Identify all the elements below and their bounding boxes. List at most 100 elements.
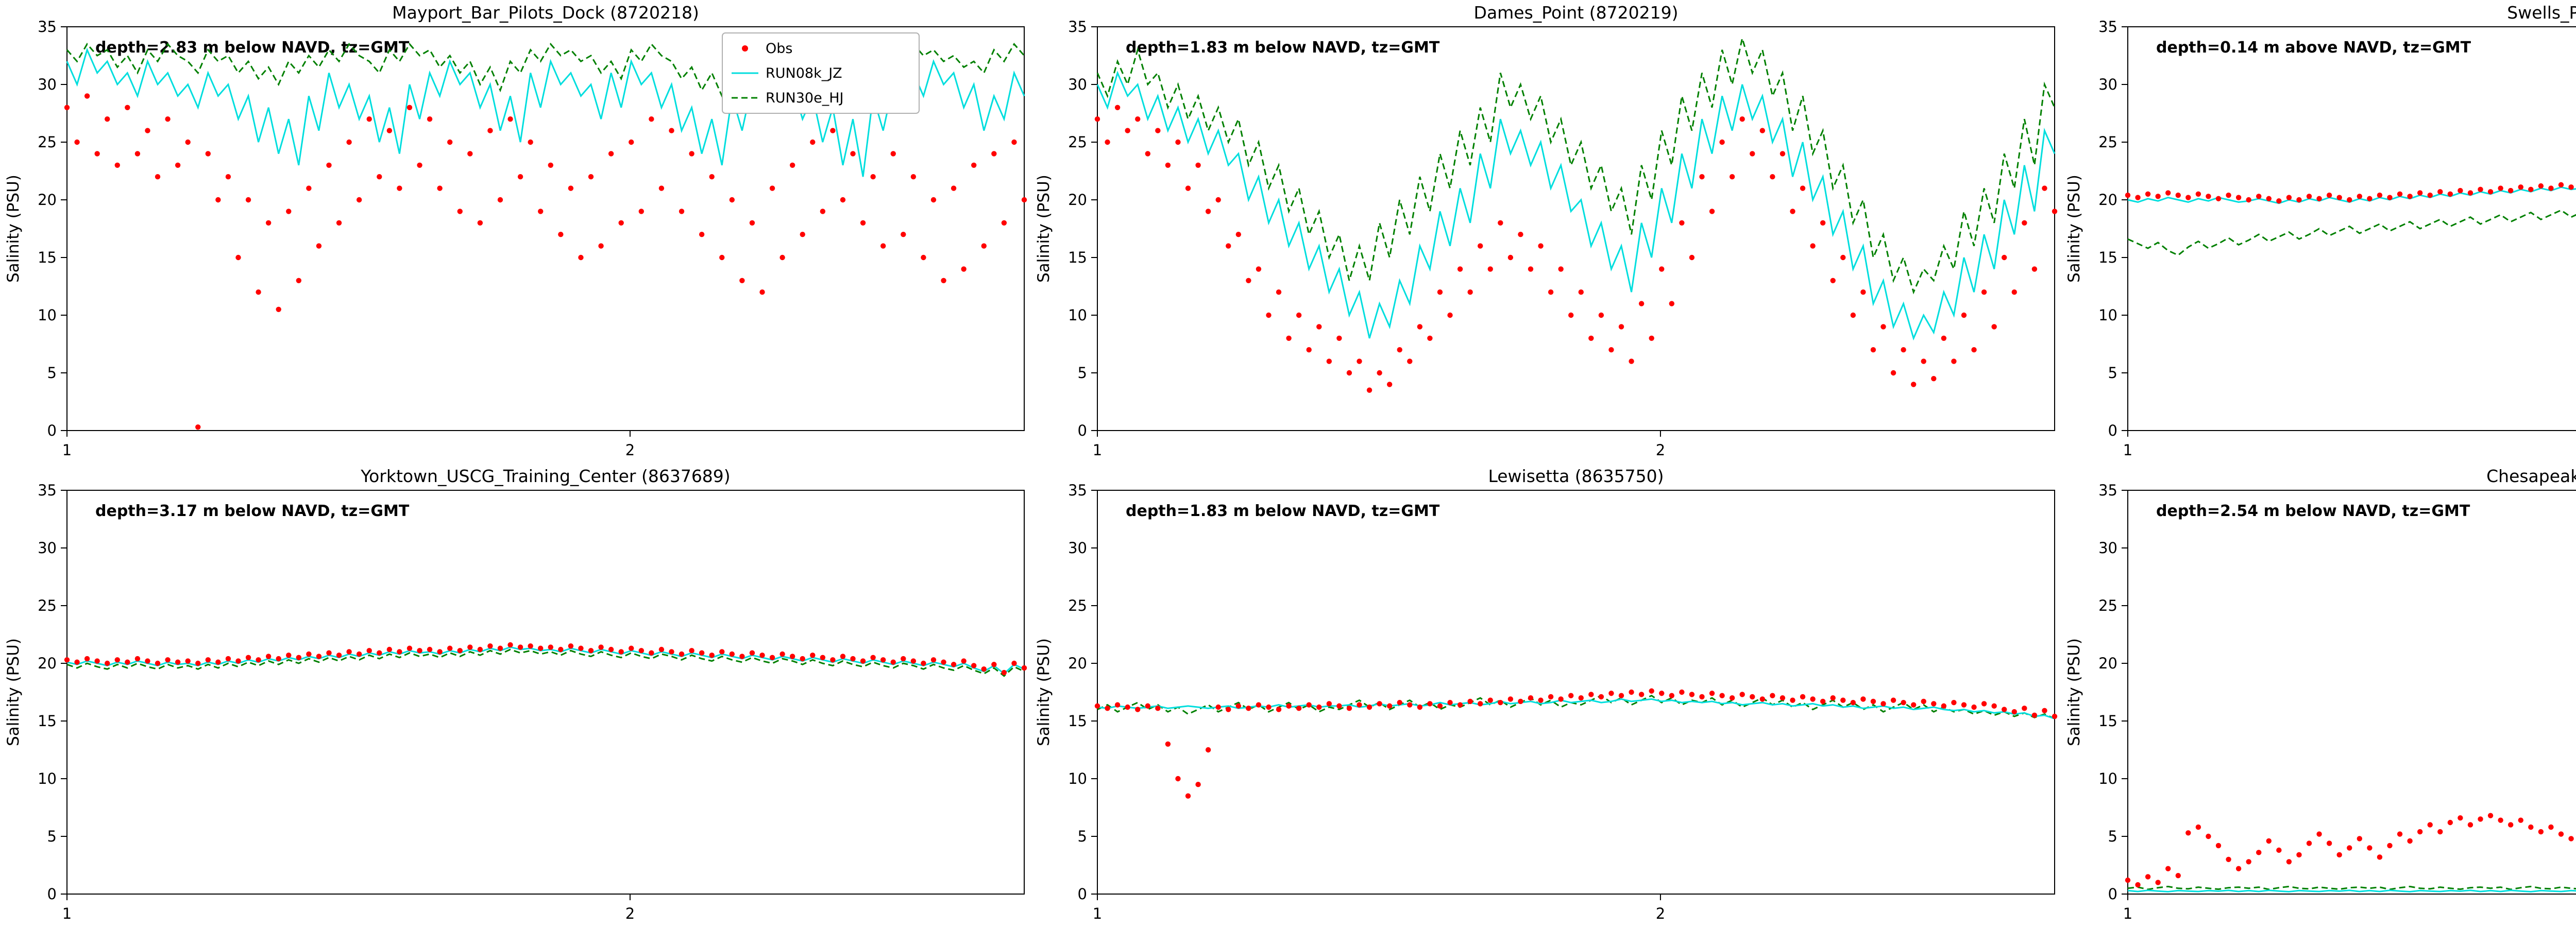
obs-point xyxy=(1427,701,1433,707)
obs-point xyxy=(1830,695,1836,701)
depth-annotation: depth=2.83 m below NAVD, tz=GMT xyxy=(95,39,410,57)
obs-point xyxy=(2347,197,2352,203)
depth-annotation: depth=3.17 m below NAVD, tz=GMT xyxy=(95,502,410,520)
obs-point xyxy=(558,232,564,237)
obs-point xyxy=(1205,747,1211,753)
obs-point xyxy=(1709,691,1715,696)
x-tick-label: 1 xyxy=(62,441,72,459)
obs-point xyxy=(2467,822,2473,828)
obs-point xyxy=(2417,190,2423,196)
obs-point xyxy=(1558,696,1564,702)
obs-point xyxy=(719,254,725,261)
obs-point xyxy=(1790,209,1795,214)
obs-point xyxy=(1739,116,1745,122)
y-tick-label: 10 xyxy=(1068,306,1087,324)
obs-point xyxy=(1770,693,1775,698)
obs-point xyxy=(2478,186,2483,193)
obs-point xyxy=(2447,819,2453,826)
run30e-series-line xyxy=(1096,38,2056,295)
obs-point xyxy=(2276,847,2282,853)
obs-point xyxy=(1447,699,1453,706)
obs-point xyxy=(941,659,946,665)
obs-point xyxy=(105,660,110,666)
obs-point xyxy=(397,649,402,655)
obs-point xyxy=(2458,187,2463,194)
obs-point xyxy=(1638,301,1645,306)
obs-point xyxy=(1528,266,1534,272)
subplot-dames-point: 0 5 10 15 20 25 30 35 1 2 Dames_Point (8720219) Sal… xyxy=(1030,0,2061,464)
obs-point xyxy=(2266,838,2272,844)
obs-point xyxy=(2022,220,2027,226)
obs-point xyxy=(1518,232,1523,237)
obs-point xyxy=(457,648,463,654)
obs-point xyxy=(205,151,211,157)
obs-point xyxy=(1256,702,1262,708)
obs-point xyxy=(810,139,816,145)
obs-point xyxy=(1538,697,1544,703)
y-tick-label: 25 xyxy=(2098,133,2117,151)
obs-point xyxy=(2011,289,2017,295)
obs-point xyxy=(2538,183,2544,189)
subplot-swells-point: 0510152025303512Swells_Point (8638610)Sa… xyxy=(2061,0,2576,464)
obs-series xyxy=(64,642,1027,676)
obs-point xyxy=(568,643,574,649)
obs-point xyxy=(558,646,564,653)
obs-point xyxy=(1810,696,1816,702)
obs-point xyxy=(1759,128,1766,133)
obs-point xyxy=(709,174,715,180)
obs-point xyxy=(84,93,90,99)
obs-point xyxy=(417,648,422,654)
obs-point xyxy=(497,197,503,203)
obs-point xyxy=(2548,824,2554,830)
obs-point xyxy=(2357,194,2363,199)
obs-point xyxy=(1588,692,1594,697)
x-tick-label: 1 xyxy=(2123,905,2132,922)
obs-point xyxy=(2185,830,2191,836)
obs-point xyxy=(749,650,755,656)
obs-point xyxy=(2286,195,2292,200)
obs-point xyxy=(336,653,342,658)
obs-point xyxy=(447,139,453,145)
obs-point xyxy=(2125,192,2131,198)
obs-point xyxy=(850,656,856,662)
obs-point xyxy=(417,162,422,168)
obs-point xyxy=(1528,695,1534,701)
obs-point xyxy=(1780,695,1786,701)
obs-point xyxy=(1226,707,1231,712)
axes-frame xyxy=(66,490,1025,895)
obs-point xyxy=(2367,196,2372,201)
obs-point xyxy=(1175,776,1181,782)
obs-point xyxy=(901,232,906,237)
obs-point xyxy=(2336,852,2342,858)
y-tick-label: 0 xyxy=(47,885,57,903)
obs-point xyxy=(629,645,634,651)
obs-point xyxy=(1961,702,1967,708)
y-tick-label: 30 xyxy=(2098,76,2117,93)
obs-point xyxy=(1689,692,1695,697)
obs-point xyxy=(1316,324,1322,330)
x-tick-label: 2 xyxy=(625,905,635,922)
y-tick-label: 35 xyxy=(38,482,57,499)
obs-point xyxy=(1215,197,1221,203)
obs-point xyxy=(2185,195,2191,200)
obs-point xyxy=(2226,856,2231,862)
y-axis-label: Salinity (PSU) xyxy=(2065,175,2083,283)
obs-point xyxy=(1880,324,1886,330)
obs-point xyxy=(437,649,443,655)
obs-point xyxy=(2568,184,2574,190)
obs-point xyxy=(1407,702,1413,708)
y-tick-label: 25 xyxy=(2098,597,2117,614)
obs-point xyxy=(1800,694,1806,700)
obs-point xyxy=(2478,816,2483,822)
obs-point xyxy=(669,649,674,655)
obs-point xyxy=(165,116,171,122)
obs-point xyxy=(2195,191,2201,197)
obs-point xyxy=(477,646,483,653)
obs-point xyxy=(2226,192,2231,198)
obs-point xyxy=(1094,703,1100,709)
obs-point xyxy=(175,162,181,168)
obs-point xyxy=(235,254,241,261)
x-tick-label: 1 xyxy=(2123,441,2132,459)
obs-point xyxy=(286,209,292,214)
obs-point xyxy=(2427,192,2433,198)
